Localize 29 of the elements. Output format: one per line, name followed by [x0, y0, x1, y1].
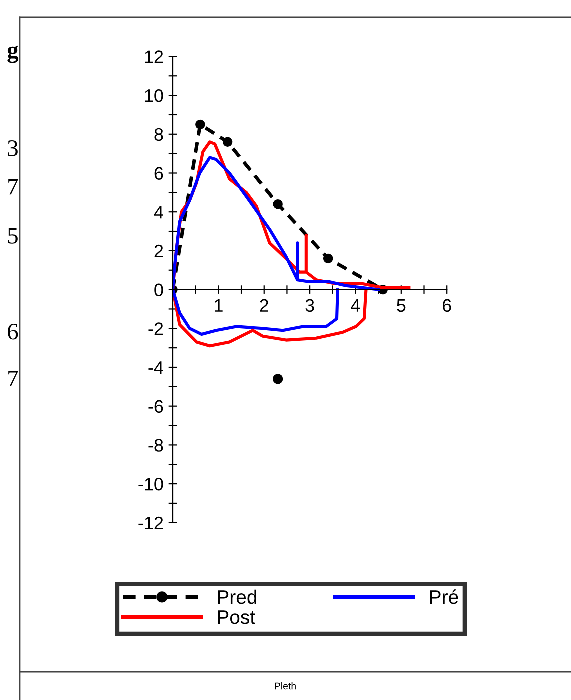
text: g: [8, 46, 19, 64]
text: 5: [8, 228, 18, 244]
y-tick-label: -12: [138, 516, 164, 530]
x-tick-label: 1: [215, 299, 223, 312]
y-tick-label: -2: [148, 322, 164, 336]
y-tick-label: 0: [154, 284, 164, 297]
x-tick-label: 5: [397, 299, 406, 312]
legend-label: Pred: [218, 590, 256, 604]
y-tick-label: 8: [154, 128, 164, 142]
x-tick-label: 2: [260, 299, 268, 312]
y-tick-label: 12: [145, 50, 164, 64]
x-tick-label: 3: [306, 299, 314, 312]
y-tick-label: -6: [148, 400, 164, 414]
y-tick-label: 4: [154, 206, 164, 219]
legend-label: Pré: [430, 590, 458, 604]
text: 3: [8, 140, 18, 156]
legend-label: Post: [218, 610, 256, 624]
y-tick-label: 6: [154, 167, 164, 180]
text: 7: [8, 371, 18, 386]
y-tick-label: -10: [138, 478, 164, 491]
y-tick-label: -4: [148, 362, 164, 374]
text: 6: [8, 324, 18, 340]
text: Pleth: [275, 682, 296, 690]
y-tick-label: 2: [154, 244, 164, 258]
x-tick-label: 4: [351, 299, 360, 312]
text: 7: [8, 179, 18, 195]
y-tick-label: -8: [148, 439, 164, 452]
x-tick-label: 6: [442, 299, 452, 312]
y-tick-label: 10: [145, 89, 164, 102]
